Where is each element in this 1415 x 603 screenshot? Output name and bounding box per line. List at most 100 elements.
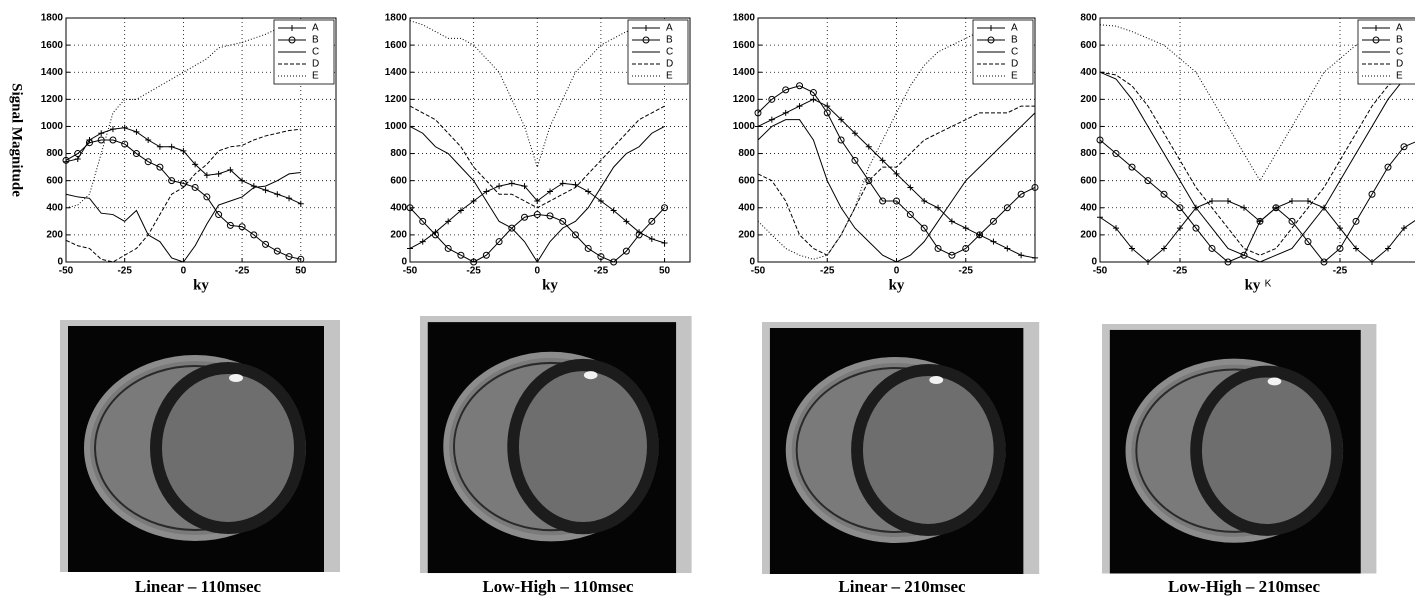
marker — [935, 204, 942, 211]
legend-label: E — [1396, 71, 1403, 82]
marker — [796, 103, 803, 110]
marker — [906, 211, 914, 219]
marker — [1128, 163, 1136, 171]
marker — [215, 170, 222, 177]
marker — [457, 251, 465, 259]
marker — [823, 109, 831, 117]
marker — [1192, 224, 1200, 232]
marker — [521, 183, 528, 190]
marker — [470, 258, 478, 266]
y-tick-label: 800 — [390, 148, 407, 159]
marker — [597, 253, 605, 261]
marker — [1224, 258, 1232, 266]
marker — [610, 207, 617, 214]
marker — [1113, 225, 1119, 232]
image-caption: Linear – 210msec — [838, 577, 966, 596]
x-tick-label: 50 — [659, 266, 671, 277]
series-line — [409, 20, 665, 169]
marker — [585, 188, 592, 195]
x-tick-label: -25 — [235, 266, 250, 277]
legend-label: B — [1011, 35, 1018, 46]
legend-marker — [987, 36, 995, 44]
marker — [533, 211, 541, 219]
marker — [133, 128, 140, 135]
image-caption: Low-High – 110msec — [482, 577, 634, 596]
marker — [1160, 190, 1168, 198]
marker — [934, 244, 942, 252]
series-line — [409, 207, 665, 263]
marker — [1096, 136, 1104, 144]
marker — [865, 143, 872, 150]
x-tick-label: -25 — [820, 266, 835, 277]
y-tick-label: 600 — [46, 175, 63, 186]
legend-label: E — [666, 71, 673, 82]
y-tick-label: 600 — [1080, 40, 1097, 51]
marker — [962, 244, 970, 252]
y-tick-label: 1000 — [41, 121, 64, 132]
y-tick-label: 1800 — [41, 13, 64, 24]
y-tick-label: 0 — [57, 257, 63, 268]
y-axis-label: Signal Magnitude — [9, 83, 25, 197]
marker — [203, 193, 211, 201]
chart-panel: 0 200 400 600 800 000 200 400 600 800 -50 -25 -25 ky K… — [1080, 13, 1415, 293]
marker — [144, 158, 152, 166]
marker — [470, 198, 477, 204]
marker — [1003, 204, 1011, 212]
legend-label: B — [1396, 35, 1403, 46]
marker — [851, 156, 859, 164]
x-tick-label: -25 — [959, 266, 974, 277]
mri-image — [60, 320, 340, 572]
x-tick-label: -25 — [117, 266, 132, 277]
legend-label: B — [666, 35, 673, 46]
y-tick-label: 0 — [749, 257, 755, 268]
marker — [851, 130, 858, 137]
marker — [250, 231, 258, 239]
marker — [297, 255, 305, 263]
marker — [121, 124, 128, 131]
x-axis-label: ky — [193, 277, 209, 293]
x-axis-label: ky — [1245, 277, 1261, 293]
marker — [837, 136, 845, 144]
marker — [168, 177, 176, 185]
legend-label: E — [312, 71, 319, 82]
legend-label: D — [1396, 59, 1403, 70]
marker — [132, 150, 140, 158]
marker — [879, 197, 887, 205]
marker — [1177, 225, 1183, 232]
y-tick-label: 1400 — [41, 67, 64, 78]
x-tick-label: -50 — [403, 266, 418, 277]
y-tick-label: 1600 — [733, 40, 756, 51]
marker — [508, 224, 516, 232]
marker — [838, 116, 845, 123]
marker — [262, 240, 270, 248]
marker — [547, 188, 553, 195]
chart-panel: 0 200 400 600 800 1000 1200 1400 1600 1800 -50 -25 0… — [733, 13, 1039, 293]
marker — [419, 238, 426, 245]
y-tick-label: 1400 — [733, 67, 756, 78]
marker — [1400, 143, 1408, 151]
y-tick-label: 1000 — [733, 121, 756, 132]
marker — [121, 140, 129, 148]
y-tick-label: 800 — [1080, 148, 1097, 159]
image-caption: Linear – 110msec — [135, 577, 262, 596]
marker — [534, 198, 541, 204]
marker — [1018, 252, 1025, 259]
marker — [215, 211, 223, 219]
y-tick-label: 400 — [1080, 202, 1097, 213]
marker — [865, 177, 873, 185]
legend-marker — [643, 25, 649, 31]
marker — [250, 183, 257, 190]
annotation: K — [1265, 279, 1272, 290]
marker — [180, 147, 187, 154]
chart-panel: 0 200 400 600 800 1000 1200 1400 1600 1800 -50 -25 0… — [9, 13, 337, 293]
marker — [1289, 198, 1295, 204]
y-tick-label: 400 — [738, 202, 755, 213]
marker — [661, 204, 669, 212]
marker — [1272, 204, 1280, 212]
marker — [584, 244, 592, 252]
marker — [273, 247, 281, 255]
y-tick-label: 600 — [1080, 175, 1097, 186]
y-tick-label: 1400 — [385, 67, 408, 78]
marker — [962, 225, 969, 232]
